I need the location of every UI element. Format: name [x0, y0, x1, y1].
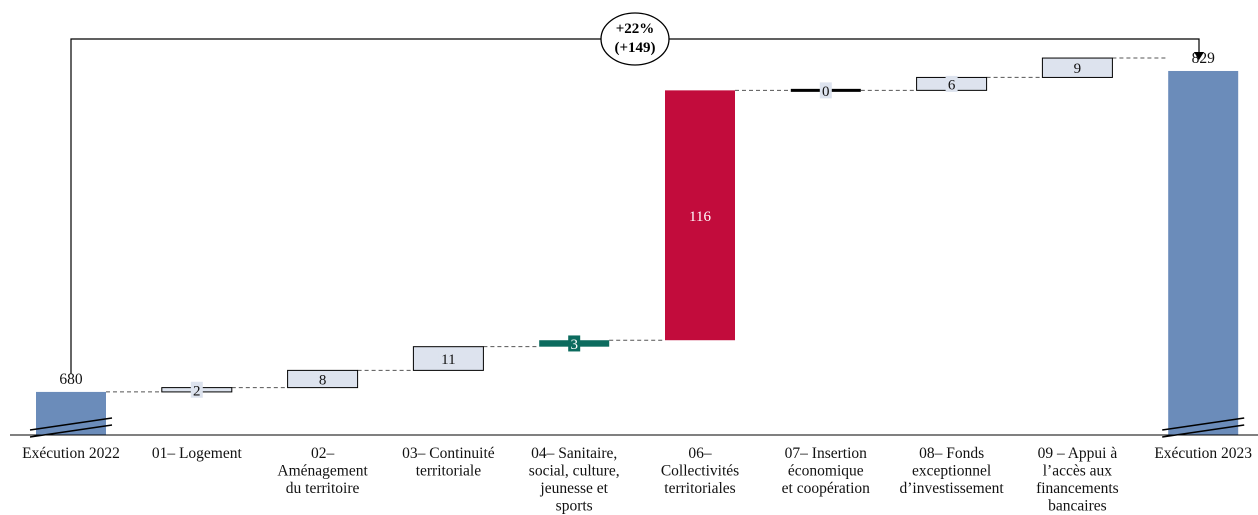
- category-label: 06– Collectivités territoriales: [661, 445, 739, 497]
- axis-break-mark: [1162, 417, 1245, 431]
- value-label: 11: [441, 352, 455, 368]
- category-label: 07– Insertion économique et coopération: [782, 445, 870, 497]
- value-label: 680: [59, 371, 83, 388]
- value-label: 2: [193, 383, 201, 399]
- category-label: 08– Fonds exceptionnel d’investissement: [900, 445, 1005, 497]
- value-label-background: [568, 335, 581, 352]
- growth-annotation-oval: [600, 12, 670, 66]
- value-label-background: [1071, 59, 1084, 76]
- category-labels: Exécution 2022 01– Logement 02– Aménagement…: [22, 445, 1252, 515]
- value-label-background: [819, 82, 832, 99]
- bar-6: [665, 90, 735, 341]
- bar-10: [1168, 70, 1239, 435]
- category-label: 02– Aménagement du territoire: [277, 445, 368, 497]
- value-label-background: [316, 370, 329, 387]
- value-label: 116: [689, 209, 711, 225]
- value-label-background: [438, 350, 459, 367]
- value-label: 3: [570, 337, 578, 353]
- value-label: 8: [319, 372, 327, 388]
- growth-bracket-line: [70, 38, 1200, 374]
- category-label: 03– Continuité territoriale: [402, 445, 495, 480]
- value-label: 0: [822, 84, 830, 100]
- category-label: 09 – Appui à l’accès aux financements banca…: [1036, 445, 1119, 515]
- growth-annotation-amount: (+149): [614, 40, 655, 56]
- value-label-background: [190, 381, 203, 398]
- category-label: 04– Sanitaire, social, culture, jeunesse e…: [529, 445, 620, 515]
- value-label-background: [945, 75, 958, 92]
- category-label: Exécution 2023: [1154, 445, 1252, 462]
- category-label: 01– Logement: [152, 445, 243, 462]
- connector-lines: [106, 57, 1169, 393]
- value-label: 9: [1074, 61, 1082, 77]
- growth-arrowhead: [1194, 52, 1204, 60]
- axis-break-mark: [29, 417, 113, 431]
- category-label: Exécution 2022: [22, 445, 120, 462]
- growth-annotation-percent: +22%: [616, 21, 655, 37]
- bars: [29, 57, 1245, 438]
- bar-1: [36, 391, 106, 435]
- value-label: 6: [948, 77, 956, 93]
